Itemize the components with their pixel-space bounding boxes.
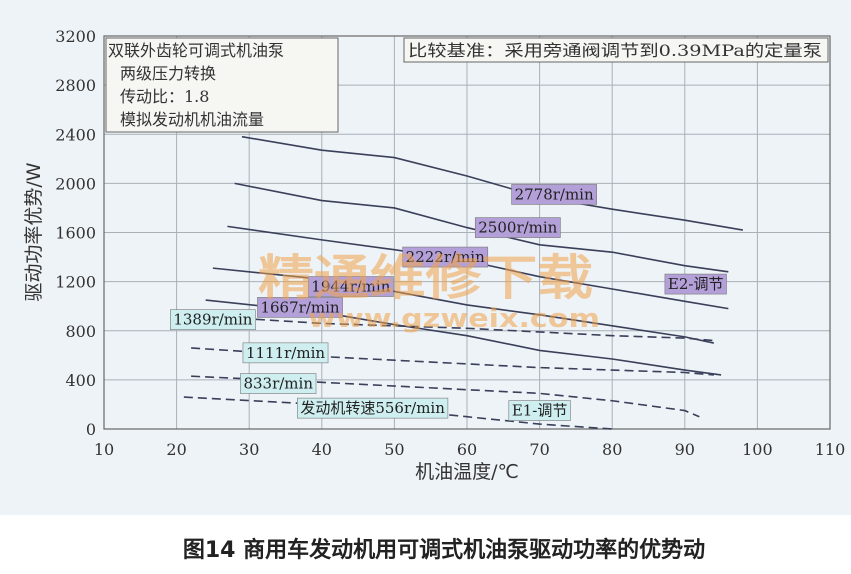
axes: 10 20 30 40 50 60 70 80 90 100 110 0 400 800 1200 1600 2… xyxy=(55,27,845,459)
series-line xyxy=(191,375,700,418)
info-box-line: 模拟发动机机油流量 xyxy=(120,110,264,129)
series-label: 833r/min xyxy=(240,373,317,394)
info-box-line: 传动比：1.8 xyxy=(120,87,209,106)
label-box xyxy=(402,246,489,268)
x-tick-label: 110 xyxy=(815,440,846,459)
region-label: E2-调节 xyxy=(664,273,727,295)
label-box xyxy=(664,273,727,295)
y-tick-label: 0 xyxy=(86,420,96,439)
x-tick-label: 30 xyxy=(239,440,259,459)
x-tick-label: 40 xyxy=(312,440,332,459)
label-box xyxy=(508,400,571,421)
series-labels: 2778r/min 2500r/min 2222r/min 1944r/min 1667… xyxy=(170,184,727,421)
figure-caption: 图14 商用车发动机用可调式机油泵驱动功率的优势动 xyxy=(183,537,705,563)
label-text: 1389r/min xyxy=(173,311,252,329)
label-text: 发动机转速556r/min xyxy=(300,399,445,417)
series-line xyxy=(227,225,729,310)
label-box xyxy=(511,184,597,205)
series-label: 2222r/min xyxy=(402,246,489,268)
series-label: 1111r/min xyxy=(242,342,329,364)
label-box xyxy=(240,373,317,394)
x-tick-label: 50 xyxy=(384,440,404,459)
label-text: 2500r/min xyxy=(478,219,557,237)
label-text: 2222r/min xyxy=(406,248,485,266)
y-tick-label: 1200 xyxy=(55,273,96,292)
series-line xyxy=(241,317,714,342)
info-box-left xyxy=(105,37,339,133)
plot-frame xyxy=(103,35,831,430)
label-box xyxy=(257,297,343,318)
y-tick-label: 2000 xyxy=(55,174,96,193)
label-text: E2-调节 xyxy=(668,275,724,293)
series-label: 1389r/min xyxy=(170,309,256,330)
x-tick-label: 10 xyxy=(94,440,114,459)
y-axis-label: 驱动功率优势/W xyxy=(23,162,45,301)
info-box-right xyxy=(403,37,829,63)
series-label: 2778r/min xyxy=(511,184,597,205)
series-label: 1944r/min xyxy=(307,276,394,297)
label-box xyxy=(307,276,394,297)
label-text: 2778r/min xyxy=(515,185,594,203)
x-tick-label: 60 xyxy=(457,440,477,459)
y-tick-label: 2400 xyxy=(55,125,96,144)
x-tick-label: 20 xyxy=(166,440,186,459)
info-box-right-text: 比较基准：采用旁通阀调节到0.39MPa的定量泵 xyxy=(408,41,822,60)
label-text: 1944r/min xyxy=(311,278,390,296)
info-box-line: 双联外齿轮可调式机油泵 xyxy=(108,41,284,60)
series-line xyxy=(241,135,744,231)
label-box xyxy=(170,309,256,330)
info-box-line: 两级压力转换 xyxy=(120,64,216,83)
y-tick-label: 2800 xyxy=(55,76,96,95)
x-axis-label: 机油温度/℃ xyxy=(415,461,519,483)
label-box xyxy=(242,342,329,364)
x-tick-label: 70 xyxy=(529,440,549,459)
x-tick-label: 80 xyxy=(602,440,622,459)
series-line xyxy=(191,347,714,376)
y-tick-label: 1600 xyxy=(55,224,96,243)
y-tick-label: 400 xyxy=(65,371,96,390)
series-label: 2500r/min xyxy=(474,217,561,238)
label-box xyxy=(297,397,449,419)
label-box xyxy=(474,217,561,238)
y-tick-label: 3200 xyxy=(55,27,96,46)
label-text: 833r/min xyxy=(243,375,313,393)
watermark-url: www.gzweix.com xyxy=(308,304,600,334)
label-text: E1-调节 xyxy=(512,402,568,420)
y-tick-label: 800 xyxy=(65,322,96,341)
x-tick-label: 100 xyxy=(742,440,773,459)
series-label: 发动机转速556r/min xyxy=(297,397,449,419)
x-tick-label: 90 xyxy=(675,440,695,459)
series-label: 1667r/min xyxy=(257,297,343,318)
label-text: 1111r/min xyxy=(246,344,325,362)
watermark-title: 精通维修下载 xyxy=(258,250,593,306)
label-text: 1667r/min xyxy=(260,298,339,316)
region-label: E1-调节 xyxy=(508,400,571,421)
